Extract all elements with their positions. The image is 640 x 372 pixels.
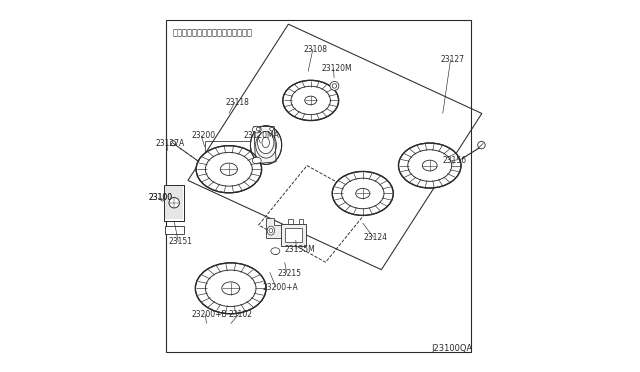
Bar bbox=[164, 185, 184, 221]
Ellipse shape bbox=[332, 171, 394, 215]
Text: 23200+B: 23200+B bbox=[191, 310, 227, 319]
Polygon shape bbox=[266, 218, 281, 238]
Ellipse shape bbox=[250, 126, 282, 164]
Text: 23156: 23156 bbox=[443, 156, 467, 165]
Text: 23127A: 23127A bbox=[156, 139, 184, 148]
Ellipse shape bbox=[257, 127, 260, 131]
Ellipse shape bbox=[196, 146, 262, 193]
Text: 23100: 23100 bbox=[148, 193, 172, 202]
Text: 23100: 23100 bbox=[148, 193, 172, 202]
Ellipse shape bbox=[169, 198, 179, 208]
Ellipse shape bbox=[271, 248, 280, 254]
Bar bbox=[164, 226, 184, 234]
Text: 23200: 23200 bbox=[191, 131, 216, 140]
Text: J23100QA: J23100QA bbox=[431, 344, 472, 353]
Polygon shape bbox=[254, 126, 276, 164]
Text: 23120M: 23120M bbox=[322, 64, 353, 73]
Ellipse shape bbox=[330, 81, 339, 90]
Text: （注）表記以外の構成部品は非販壳: （注）表記以外の構成部品は非販壳 bbox=[173, 28, 253, 37]
Bar bbox=[289, 219, 293, 224]
Bar bbox=[281, 224, 306, 246]
Bar bbox=[166, 20, 470, 352]
Ellipse shape bbox=[270, 127, 273, 131]
Ellipse shape bbox=[283, 80, 339, 121]
Ellipse shape bbox=[195, 263, 266, 314]
Text: 23127: 23127 bbox=[441, 55, 465, 64]
Text: 23124: 23124 bbox=[364, 233, 388, 242]
Ellipse shape bbox=[399, 143, 461, 188]
Text: 23151: 23151 bbox=[168, 237, 193, 246]
Ellipse shape bbox=[477, 141, 485, 149]
Ellipse shape bbox=[257, 131, 274, 154]
Ellipse shape bbox=[252, 157, 261, 164]
Text: 23120MA: 23120MA bbox=[244, 131, 280, 140]
Text: 23200+A: 23200+A bbox=[262, 283, 298, 292]
Ellipse shape bbox=[252, 126, 261, 133]
Ellipse shape bbox=[267, 226, 275, 235]
Text: 23135M: 23135M bbox=[285, 245, 316, 254]
Text: 23108: 23108 bbox=[303, 45, 327, 54]
Text: 23215: 23215 bbox=[277, 269, 301, 278]
Text: 23102: 23102 bbox=[229, 310, 253, 319]
Ellipse shape bbox=[170, 141, 175, 146]
Bar bbox=[285, 228, 302, 242]
Bar bbox=[299, 219, 303, 224]
Text: 23118: 23118 bbox=[225, 98, 249, 107]
